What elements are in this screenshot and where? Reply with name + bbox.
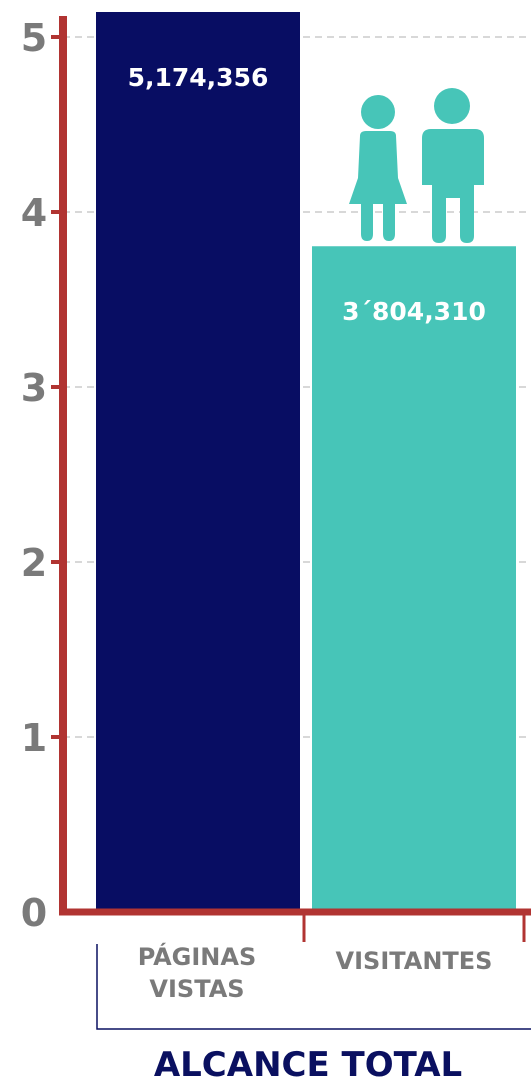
y-tick-label: 4: [21, 191, 47, 235]
category-label: VISITANTES: [336, 947, 493, 975]
y-tick-label: 0: [21, 891, 47, 935]
y-tick-label: 5: [21, 16, 47, 60]
y-tick-label: 3: [21, 366, 47, 410]
category-label: PÁGINAS: [138, 942, 257, 971]
y-tick-label: 2: [21, 541, 47, 585]
bar: [96, 12, 300, 912]
axes: [51, 16, 531, 1030]
category-label: VISTAS: [149, 975, 244, 1003]
category-labels: PÁGINAS VISTAS VISITANTES: [138, 942, 493, 1003]
female-person-icon: [349, 95, 407, 241]
y-tick-label: 1: [21, 716, 47, 760]
male-person-icon: [422, 88, 484, 243]
bar: [312, 246, 516, 913]
bar-data-label: 5,174,356: [128, 63, 269, 92]
bars: 5,174,356 3´804,310: [96, 12, 516, 913]
category-bracket: [96, 944, 531, 1030]
y-tick-labels: 0 1 2 3 4 5: [21, 16, 47, 935]
person-icons: [349, 88, 484, 243]
x-axis-title: ALCANCE TOTAL: [154, 1045, 462, 1082]
bar-data-label: 3´804,310: [342, 297, 486, 326]
